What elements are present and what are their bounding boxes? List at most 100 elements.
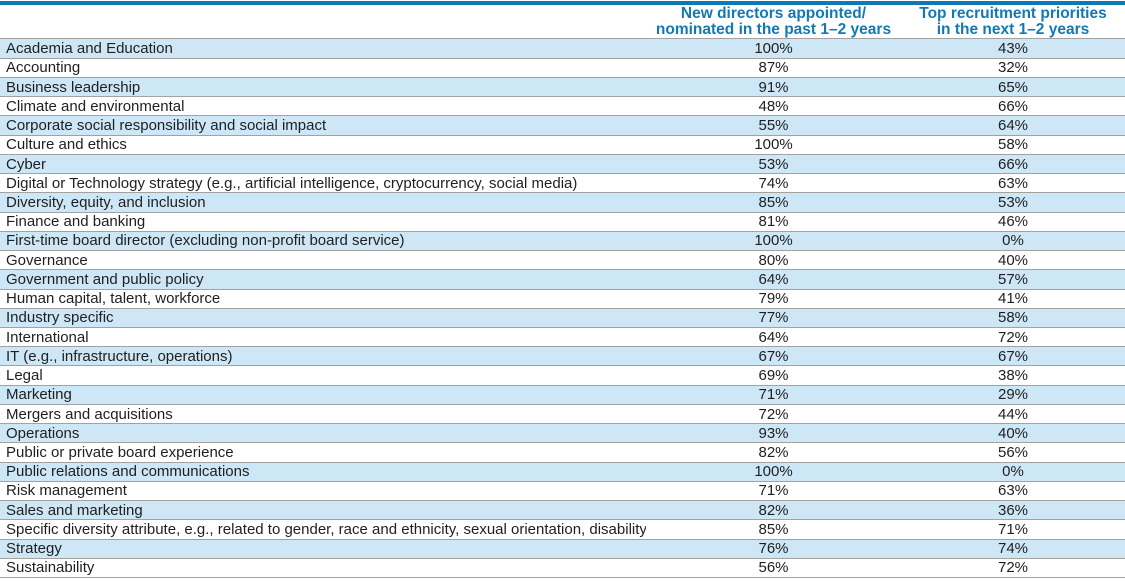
table-row: Legal 69% 38% [0, 366, 1125, 386]
value-appointed: 72% [758, 405, 789, 423]
row-label: Digital or Technology strategy (e.g., ar… [6, 174, 578, 192]
value-appointed: 69% [758, 367, 789, 385]
row-label: Public relations and communications [6, 463, 250, 481]
table-row: Finance and banking 81% 46% [0, 212, 1125, 232]
table-row: Culture and ethics 100% 58% [0, 135, 1125, 155]
row-label: Risk management [6, 482, 127, 500]
table-row: Risk management 71% 63% [0, 481, 1125, 502]
row-label: Cyber [6, 155, 47, 173]
value-priority: 56% [997, 444, 1029, 462]
row-label: Accounting [6, 59, 81, 77]
value-appointed: 100% [754, 40, 793, 58]
table-row: Public or private board experience 82% 5… [0, 443, 1125, 463]
row-label: Strategy [6, 540, 62, 558]
value-priority: 66% [997, 97, 1029, 115]
row-label: IT (e.g., infrastructure, operations) [6, 347, 233, 365]
row-label: Culture and ethics [6, 136, 127, 154]
value-priority: 32% [997, 59, 1029, 77]
table-row: IT (e.g., infrastructure, operations) 67… [0, 347, 1125, 367]
value-appointed: 48% [758, 97, 789, 115]
value-priority: 41% [997, 290, 1029, 308]
table-row: Mergers and acquisitions 72% 44% [0, 404, 1125, 425]
value-appointed: 82% [758, 444, 789, 462]
row-label: Sustainability [6, 559, 95, 577]
value-appointed: 79% [758, 290, 789, 308]
value-appointed: 87% [758, 59, 789, 77]
row-label: Mergers and acquisitions [6, 405, 173, 423]
value-priority: 58% [997, 136, 1029, 154]
table-row: Operations 93% 40% [0, 424, 1125, 444]
value-priority: 64% [997, 117, 1029, 135]
value-priority: 43% [997, 40, 1029, 58]
row-label: Climate and environmental [6, 97, 185, 115]
row-label: International [6, 328, 89, 346]
row-label: Legal [6, 367, 43, 385]
value-appointed: 71% [758, 386, 789, 404]
value-priority: 58% [997, 309, 1029, 327]
table-row: Academia and Education 100% 43% [0, 39, 1125, 59]
row-label: Marketing [6, 386, 72, 404]
value-appointed: 85% [758, 520, 789, 538]
value-priority: 44% [997, 405, 1029, 423]
row-label: Specific diversity attribute, e.g., rela… [6, 520, 646, 538]
value-appointed: 64% [758, 328, 789, 346]
value-priority: 53% [997, 193, 1029, 211]
value-priority: 0% [1002, 463, 1024, 481]
table-row: Accounting 87% 32% [0, 58, 1125, 78]
value-appointed: 55% [758, 117, 789, 135]
value-appointed: 100% [754, 463, 793, 481]
column-header-new-directors-line1: New directors appointed/ [680, 4, 867, 22]
value-appointed: 82% [758, 501, 789, 519]
row-label: Government and public policy [6, 270, 204, 288]
row-label: First-time board director (excluding non… [6, 232, 405, 250]
table-row: Cyber 53% 66% [0, 154, 1125, 175]
value-priority: 63% [997, 482, 1029, 500]
value-priority: 36% [997, 501, 1029, 519]
row-label: Corporate social responsibility and soci… [6, 117, 327, 135]
column-header-new-directors-line2: nominated in the past 1–2 years [655, 20, 892, 38]
table-row: Strategy 76% 74% [0, 539, 1125, 559]
value-priority: 57% [997, 270, 1029, 288]
value-priority: 38% [997, 367, 1029, 385]
table-row: Sales and marketing 82% 36% [0, 501, 1125, 521]
row-label: Diversity, equity, and inclusion [6, 193, 206, 211]
value-appointed: 91% [758, 78, 789, 96]
table-row: First-time board director (excluding non… [0, 231, 1125, 252]
row-label: Business leadership [6, 78, 141, 96]
value-priority: 72% [997, 559, 1029, 577]
value-priority: 71% [997, 520, 1029, 538]
row-label: Finance and banking [6, 213, 146, 231]
column-header-recruitment-priorities: Top recruitment priorities in the next 1… [901, 4, 1125, 38]
table-row: Industry specific 77% 58% [0, 308, 1125, 328]
column-header-recruitment-priorities-line2: in the next 1–2 years [936, 20, 1090, 38]
value-appointed: 76% [758, 540, 789, 558]
value-priority: 74% [997, 540, 1029, 558]
value-appointed: 85% [758, 193, 789, 211]
row-label: Industry specific [6, 309, 114, 327]
table-row: Sustainability 56% 72% [0, 558, 1125, 579]
table-row: International 64% 72% [0, 328, 1125, 348]
table-body: Academia and Education 100% 43% Accounti… [0, 39, 1125, 579]
value-appointed: 100% [754, 232, 793, 250]
row-label: Human capital, talent, workforce [6, 290, 221, 308]
table-row: Government and public policy 64% 57% [0, 270, 1125, 290]
value-appointed: 80% [758, 251, 789, 269]
row-label: Academia and Education [6, 40, 173, 58]
column-header-recruitment-priorities-line1: Top recruitment priorities [919, 4, 1107, 22]
value-priority: 72% [997, 328, 1029, 346]
table-row: Marketing 71% 29% [0, 385, 1125, 405]
row-label: Public or private board experience [6, 444, 234, 462]
value-appointed: 56% [758, 559, 789, 577]
table-row: Human capital, talent, workforce 79% 41% [0, 289, 1125, 309]
table-row: Specific diversity attribute, e.g., rela… [0, 520, 1125, 540]
top-accent-bar [0, 1, 1125, 5]
table-row: Digital or Technology strategy (e.g., ar… [0, 174, 1125, 194]
value-priority: 63% [997, 174, 1029, 192]
column-header-new-directors: New directors appointed/ nominated in th… [646, 4, 901, 38]
table-row: Business leadership 91% 65% [0, 77, 1125, 98]
table-header-row: New directors appointed/ nominated in th… [0, 5, 1125, 40]
value-appointed: 100% [754, 136, 793, 154]
value-priority: 40% [997, 251, 1029, 269]
value-appointed: 64% [758, 270, 789, 288]
value-priority: 0% [1002, 232, 1024, 250]
